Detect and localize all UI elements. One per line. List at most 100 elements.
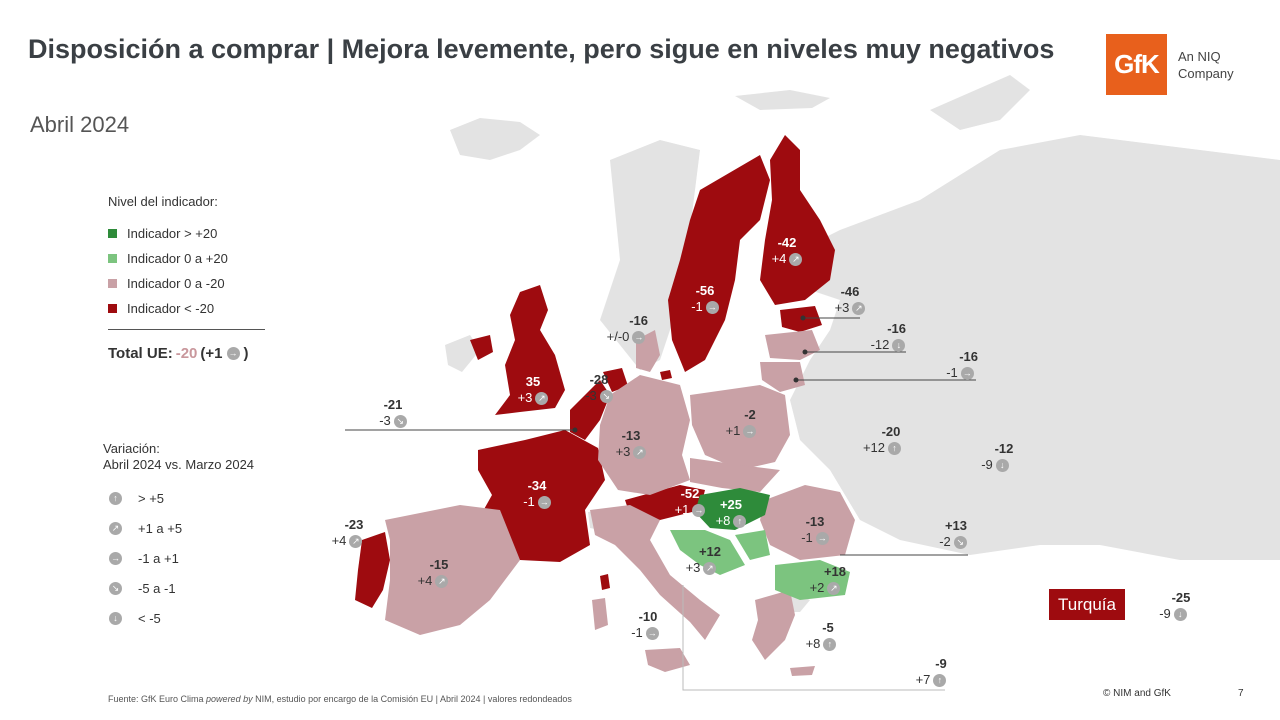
arrow-right-icon: → bbox=[815, 531, 829, 545]
arrow-right-icon: → bbox=[537, 495, 551, 509]
arrow-right-icon: → bbox=[743, 424, 757, 438]
arrow-right-icon: → bbox=[632, 330, 646, 344]
legend-swatch-light-green bbox=[108, 254, 117, 263]
arrow-down-icon: ↓ bbox=[892, 338, 906, 352]
arrow-up-right-icon: ↗ bbox=[852, 301, 866, 315]
legend-label: Indicador 0 a +20 bbox=[127, 251, 228, 266]
country-label: -13 +3 ↗ bbox=[606, 428, 656, 460]
page-title: Disposición a comprar | Mejora levemente… bbox=[28, 34, 1055, 64]
total-change: (+1 bbox=[200, 345, 223, 362]
country-label: -10 -1 → bbox=[631, 609, 659, 640]
arrow-right-icon: → bbox=[645, 626, 659, 640]
variation-legend: Variación: Abril 2024 vs. Marzo 2024 ↑ >… bbox=[103, 441, 254, 633]
country-label: -25 -9 ↓ bbox=[1159, 590, 1191, 621]
country-label: +13 -2 ↘ bbox=[939, 518, 968, 549]
logo-tagline: An NIQ Company bbox=[1178, 48, 1258, 82]
country-label: -23 +4 ↗ bbox=[331, 517, 364, 548]
variation-subtitle: Abril 2024 vs. Marzo 2024 bbox=[103, 457, 255, 472]
logo-tagline-line-1: An NIQ bbox=[1178, 49, 1221, 64]
page-number: 7 bbox=[1238, 688, 1244, 699]
legend-item: Indicador < -20 bbox=[108, 296, 228, 321]
arrow-up-right-icon: ↗ bbox=[349, 534, 363, 548]
country-label: -46 +3 ↗ bbox=[825, 284, 875, 316]
country-label: -9 +7 ↑ bbox=[915, 656, 947, 687]
variation-item: ↑ > +5 bbox=[109, 483, 254, 513]
legend-swatch-dark-red bbox=[108, 304, 117, 313]
country-label: +25 +8 ↑ bbox=[706, 497, 756, 529]
arrow-right-icon: → bbox=[705, 300, 719, 314]
arrow-right-icon: → bbox=[692, 503, 706, 517]
total-value: -20 bbox=[175, 345, 198, 362]
variation-label: < -5 bbox=[138, 610, 161, 626]
arrow-up-icon: ↑ bbox=[733, 514, 747, 528]
variation-label: -1 a +1 bbox=[138, 550, 179, 566]
legend-label: Indicador > +20 bbox=[127, 226, 218, 241]
variation-item: ↓ < -5 bbox=[109, 603, 254, 633]
gfk-logo: GfK bbox=[1106, 34, 1167, 95]
legend-item: Indicador 0 a +20 bbox=[108, 246, 228, 271]
country-label: -20 +12 ↑ bbox=[862, 424, 902, 455]
arrow-up-right-icon: ↗ bbox=[435, 574, 449, 588]
variation-item: ↘ -5 a -1 bbox=[109, 573, 254, 603]
country-label: -52 +1 → bbox=[674, 486, 706, 517]
legend-label: Indicador < -20 bbox=[127, 301, 215, 316]
arrow-up-icon: ↑ bbox=[888, 441, 902, 455]
countries-pink bbox=[385, 330, 855, 676]
arrow-down-icon: ↓ bbox=[995, 458, 1009, 472]
country-label: -16 -12 ↓ bbox=[870, 321, 906, 352]
total-change-close: ) bbox=[243, 345, 249, 362]
legend-label: Indicador 0 a -20 bbox=[127, 276, 225, 291]
country-label: -12 -9 ↓ bbox=[981, 441, 1014, 472]
legend-swatch-pink bbox=[108, 279, 117, 288]
arrow-down-icon: ↓ bbox=[1173, 607, 1187, 621]
country-label: +12 +3 ↗ bbox=[685, 544, 722, 575]
page-subtitle: Abril 2024 bbox=[30, 112, 130, 137]
arrow-up-right-icon: ↗ bbox=[827, 581, 841, 595]
arrow-up-right-icon: ↗ bbox=[109, 521, 122, 535]
logo-tagline-line-2: Company bbox=[1178, 66, 1234, 81]
country-label: -56 -1 → bbox=[691, 283, 719, 314]
leader-lines bbox=[345, 317, 976, 691]
country-label: -42 +4 ↗ bbox=[762, 235, 812, 267]
legend-item: Indicador 0 a -20 bbox=[108, 271, 228, 296]
arrow-up-icon: ↑ bbox=[109, 491, 122, 505]
country-label: -28 -3 ↘ bbox=[574, 372, 624, 404]
country-label: -15 +4 ↗ bbox=[417, 557, 449, 588]
country-label: -13 -1 → bbox=[801, 514, 829, 545]
variation-label: -5 a -1 bbox=[138, 580, 176, 596]
country-label: -16 +/-0 → bbox=[606, 313, 648, 344]
source-note: Fuente: GfK Euro Clima powered by NIM, e… bbox=[108, 694, 572, 704]
arrow-up-right-icon: ↗ bbox=[535, 391, 549, 405]
variation-label: +1 a +5 bbox=[138, 520, 183, 536]
legend-title: Nivel del indicador: bbox=[108, 194, 218, 209]
arrow-up-right-icon: ↗ bbox=[789, 252, 803, 266]
legend-item: Indicador > +20 bbox=[108, 221, 228, 246]
country-label: 35 +3 ↗ bbox=[508, 374, 558, 406]
arrow-right-icon: → bbox=[960, 366, 974, 380]
variation-item: → -1 a +1 bbox=[109, 543, 254, 573]
arrow-right-icon: → bbox=[109, 551, 122, 565]
country-label: -5 +8 ↑ bbox=[796, 620, 846, 652]
arrow-down-right-icon: ↘ bbox=[599, 389, 613, 403]
country-label: -34 -1 → bbox=[523, 478, 551, 509]
turquia-label: Turquía bbox=[1049, 589, 1125, 620]
arrow-down-right-icon: ↘ bbox=[109, 581, 122, 595]
legend-divider bbox=[108, 329, 265, 330]
arrow-down-icon: ↓ bbox=[109, 611, 122, 625]
arrow-down-right-icon: ↘ bbox=[393, 414, 407, 428]
arrow-right-icon: → bbox=[226, 347, 240, 360]
country-label: +18 +2 ↗ bbox=[809, 564, 847, 595]
country-label: -21 -3 ↘ bbox=[368, 397, 418, 429]
variation-label: > +5 bbox=[138, 490, 165, 506]
country-label: -16 -1 → bbox=[946, 349, 978, 380]
total-eu: Total UE: -20 (+1 → ) bbox=[108, 345, 249, 362]
arrow-up-icon: ↑ bbox=[933, 673, 947, 687]
copyright: © NIM and GfK bbox=[1103, 688, 1171, 699]
country-label: -2 +1 → bbox=[725, 407, 757, 438]
variation-item: ↗ +1 a +5 bbox=[109, 513, 254, 543]
arrow-up-icon: ↑ bbox=[823, 637, 837, 651]
indicator-legend: Nivel del indicador: Indicador > +20 Ind… bbox=[108, 194, 228, 321]
leader-dots bbox=[572, 315, 808, 433]
arrow-up-right-icon: ↗ bbox=[633, 445, 647, 459]
arrow-down-right-icon: ↘ bbox=[953, 535, 967, 549]
